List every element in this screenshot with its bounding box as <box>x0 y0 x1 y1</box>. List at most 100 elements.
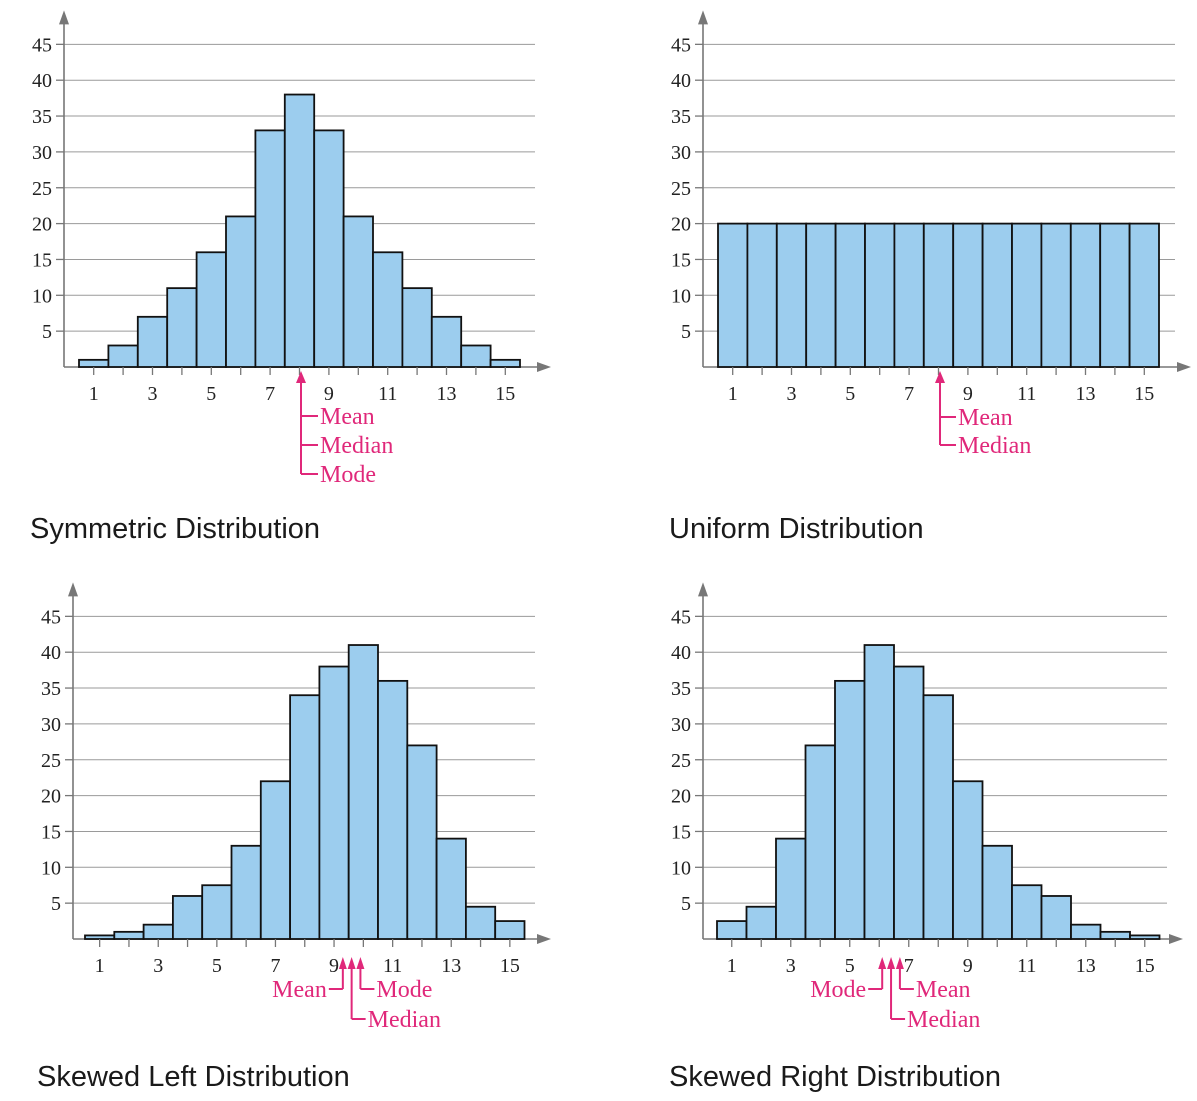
bar <box>142 923 174 940</box>
bar <box>372 251 404 368</box>
x-tick-label: 13 <box>441 955 461 977</box>
y-tick-label: 20 <box>671 214 691 236</box>
bar <box>981 222 1013 368</box>
bar <box>922 694 954 940</box>
x-tick-label: 13 <box>1076 955 1096 977</box>
y-tick-label: 35 <box>41 678 61 700</box>
y-tick-label: 20 <box>41 786 61 808</box>
bar <box>1040 222 1072 368</box>
bar <box>430 315 463 368</box>
x-axis-arrow <box>537 362 551 372</box>
x-tick-label: 9 <box>329 955 339 977</box>
x-axis-arrow <box>1169 934 1183 944</box>
bar <box>107 344 139 368</box>
chart-title: Skewed Right Distribution <box>669 1061 1001 1093</box>
bar <box>254 129 286 368</box>
bar <box>171 895 204 940</box>
x-tick-label: 15 <box>1135 955 1155 977</box>
x-axis-arrow <box>537 934 551 944</box>
x-tick-label: 11 <box>383 955 402 977</box>
bar <box>377 679 409 940</box>
annotation-arrow <box>296 371 306 383</box>
bar <box>318 665 350 940</box>
y-tick-label: 20 <box>32 214 52 236</box>
y-tick-label: 45 <box>41 606 61 628</box>
y-tick-label: 10 <box>32 285 52 307</box>
x-tick-label: 11 <box>378 383 397 405</box>
bar <box>313 129 345 368</box>
annotation-label: Mean <box>958 405 1013 431</box>
bar <box>775 837 807 940</box>
y-tick-label: 10 <box>671 857 691 879</box>
x-tick-label: 11 <box>1017 955 1036 977</box>
bar <box>863 644 895 940</box>
x-tick-label: 3 <box>153 955 163 977</box>
bar <box>804 744 836 940</box>
x-tick-label: 9 <box>963 955 973 977</box>
y-tick-label: 15 <box>32 249 52 271</box>
bar <box>864 222 896 368</box>
annotation-arrow <box>935 371 945 383</box>
y-tick-label: 40 <box>671 642 691 664</box>
x-tick-label: 13 <box>1076 383 1096 405</box>
bar <box>259 780 291 940</box>
y-tick-label: 30 <box>32 142 52 164</box>
y-tick-label: 35 <box>671 106 691 128</box>
bar <box>283 93 316 368</box>
x-tick-label: 15 <box>495 383 515 405</box>
bar <box>435 837 467 940</box>
bar <box>716 920 748 940</box>
y-tick-label: 35 <box>32 106 52 128</box>
bar <box>460 344 492 368</box>
annotation-label: Mode <box>376 977 432 1003</box>
y-tick-label: 25 <box>671 750 691 772</box>
annotation-arrow <box>887 957 896 969</box>
bar <box>952 780 984 940</box>
bar <box>78 358 110 368</box>
y-tick-label: 45 <box>32 34 52 56</box>
x-tick-label: 5 <box>206 383 216 405</box>
x-tick-label: 5 <box>212 955 222 977</box>
x-tick-label: 13 <box>437 383 457 405</box>
x-tick-label: 15 <box>1134 383 1154 405</box>
bar <box>347 644 379 940</box>
y-axis-arrow <box>698 582 708 597</box>
bar <box>289 694 321 940</box>
annotation-label: Mode <box>320 462 376 488</box>
y-tick-label: 10 <box>671 285 691 307</box>
y-tick-label: 25 <box>41 750 61 772</box>
bar <box>113 930 145 940</box>
bar <box>834 222 866 368</box>
bar <box>775 222 808 368</box>
annotation-label: Median <box>320 433 393 459</box>
annotation-arrow <box>895 957 904 969</box>
x-tick-label: 7 <box>904 955 914 977</box>
y-tick-label: 20 <box>671 786 691 808</box>
bar <box>834 679 866 940</box>
y-tick-label: 35 <box>671 678 691 700</box>
y-tick-label: 15 <box>671 249 691 271</box>
annotation-label: Median <box>958 433 1031 459</box>
x-tick-label: 1 <box>95 955 105 977</box>
chart-title: Skewed Left Distribution <box>37 1061 350 1093</box>
chart-title: Symmetric Distribution <box>30 513 320 545</box>
x-tick-label: 9 <box>963 383 973 405</box>
y-tick-label: 5 <box>681 893 691 915</box>
y-tick-label: 15 <box>671 821 691 843</box>
bar <box>745 905 777 940</box>
bar <box>805 222 837 368</box>
y-axis-arrow <box>68 582 78 597</box>
y-tick-label: 25 <box>671 178 691 200</box>
x-tick-label: 3 <box>148 383 158 405</box>
x-tick-label: 7 <box>265 383 275 405</box>
bar <box>225 215 257 368</box>
y-tick-label: 25 <box>32 178 52 200</box>
bar <box>166 287 198 368</box>
bar <box>1069 222 1102 368</box>
bar <box>1128 222 1160 368</box>
bar <box>489 358 521 368</box>
bar <box>717 222 749 368</box>
y-tick-label: 40 <box>41 642 61 664</box>
